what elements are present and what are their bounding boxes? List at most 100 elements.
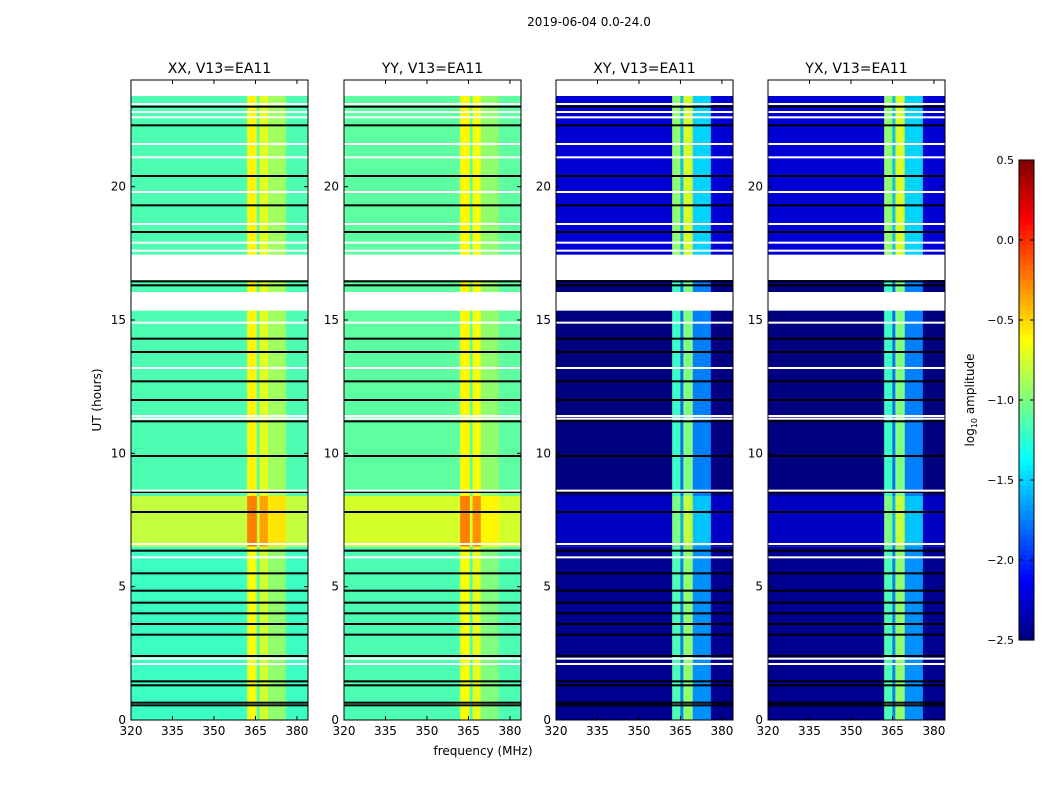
- flagged-row: [131, 175, 308, 177]
- colorbar-swatch: [1019, 295, 1034, 301]
- heatmap-band: [884, 496, 893, 547]
- colorbar-swatch: [1019, 280, 1034, 286]
- heatmap-band: [472, 496, 481, 547]
- blank-row: [556, 657, 733, 660]
- flagged-row: [556, 684, 733, 687]
- blank-row: [556, 156, 733, 159]
- x-tick-label: 380: [285, 724, 308, 738]
- y-tick-label: 5: [543, 580, 551, 594]
- heatmap-band: [692, 80, 711, 256]
- colorbar-swatch: [1019, 265, 1034, 271]
- flagged-row: [344, 399, 521, 401]
- flagged-row: [131, 572, 308, 575]
- x-tick-label: 380: [922, 724, 945, 738]
- heatmap-band: [472, 80, 481, 496]
- flagged-row: [556, 601, 733, 604]
- colorbar-swatch: [1019, 495, 1034, 501]
- colorbar-swatch: [1019, 515, 1034, 521]
- flagged-row: [768, 655, 945, 657]
- x-tick-label: 365: [244, 724, 267, 738]
- flagged-row: [131, 455, 308, 457]
- colorbar: 0.5 0.0 −0.5 −1.0 −1.5 −2.0 −2.5: [987, 154, 1035, 647]
- x-tick-label: 350: [628, 724, 651, 738]
- flagged-row: [556, 623, 733, 625]
- colorbar-swatch: [1019, 500, 1034, 506]
- colorbar-swatch: [1019, 455, 1034, 461]
- x-tick-label: 380: [498, 724, 521, 738]
- flagged-row: [768, 680, 945, 683]
- flagged-row: [344, 612, 521, 615]
- colorbar-swatch: [1019, 175, 1034, 181]
- colorbar-swatch: [1019, 355, 1034, 361]
- flagged-row: [768, 337, 945, 340]
- no-data-gap: [344, 80, 521, 96]
- flagged-row: [556, 124, 733, 127]
- blank-row: [131, 489, 308, 492]
- flagged-row: [344, 284, 521, 287]
- colorbar-swatch: [1019, 365, 1034, 371]
- panel-title: YX, V13=EA11: [804, 61, 907, 77]
- blank-row: [768, 556, 945, 559]
- x-tick-label: 335: [586, 724, 609, 738]
- blank-row: [344, 103, 521, 105]
- flagged-row: [131, 491, 308, 493]
- colorbar-swatch: [1019, 390, 1034, 396]
- flagged-row: [131, 231, 308, 233]
- colorbar-swatch: [1019, 450, 1034, 456]
- heatmap-band: [267, 496, 286, 547]
- heatmap-band: [892, 496, 896, 547]
- colorbar-swatch: [1019, 245, 1034, 251]
- panel-title: XX, V13=EA11: [168, 61, 271, 77]
- colorbar-swatch: [1019, 160, 1034, 166]
- heatmap-band: [480, 80, 499, 496]
- x-axis-label: frequency (MHz): [433, 744, 532, 758]
- flagged-row: [768, 601, 945, 604]
- colorbar-swatch: [1019, 430, 1034, 436]
- x-tick-label: 320: [757, 724, 780, 738]
- colorbar-tick-label: 0.5: [997, 154, 1015, 167]
- blank-row: [344, 321, 521, 324]
- colorbar-tick-label: −0.5: [987, 314, 1014, 327]
- blank-row: [131, 156, 308, 159]
- x-tick-label: 365: [669, 724, 692, 738]
- colorbar-swatch: [1019, 345, 1034, 351]
- no-data-gap: [768, 254, 945, 280]
- blank-row: [556, 116, 733, 119]
- blank-row: [131, 657, 308, 660]
- flagged-row: [556, 491, 733, 493]
- blank-row: [768, 249, 945, 252]
- colorbar-swatch: [1019, 220, 1034, 226]
- colorbar-swatch: [1019, 335, 1034, 341]
- flagged-row: [344, 655, 521, 657]
- y-tick-label: 5: [331, 580, 339, 594]
- flagged-row: [768, 231, 945, 233]
- heatmap-band: [904, 80, 923, 256]
- colorbar-swatch: [1019, 595, 1034, 601]
- colorbar-swatch: [1019, 225, 1034, 231]
- y-axis-label: UT (hours): [90, 368, 104, 431]
- flagged-row: [131, 549, 308, 552]
- colorbar-tick-label: −2.5: [987, 634, 1014, 647]
- y-tick-label: 10: [536, 446, 551, 460]
- colorbar-swatch: [1019, 425, 1034, 431]
- flagged-row: [768, 684, 945, 687]
- flagged-row: [556, 572, 733, 575]
- heatmap-band: [683, 496, 693, 547]
- flagged-row: [131, 351, 308, 353]
- blank-row: [768, 223, 945, 225]
- flagged-row: [768, 612, 945, 615]
- no-data-gap: [556, 254, 733, 280]
- flagged-row: [131, 633, 308, 636]
- x-tick-label: 335: [374, 724, 397, 738]
- colorbar-swatch: [1019, 635, 1034, 641]
- y-tick-label: 10: [111, 446, 126, 460]
- heatmap-band: [672, 546, 681, 720]
- flagged-row: [556, 511, 733, 513]
- colorbar-swatch: [1019, 235, 1034, 241]
- blank-row: [131, 415, 308, 417]
- heatmap-band: [892, 280, 896, 496]
- colorbar-tick-label: −2.0: [987, 554, 1014, 567]
- x-tick-label: 335: [798, 724, 821, 738]
